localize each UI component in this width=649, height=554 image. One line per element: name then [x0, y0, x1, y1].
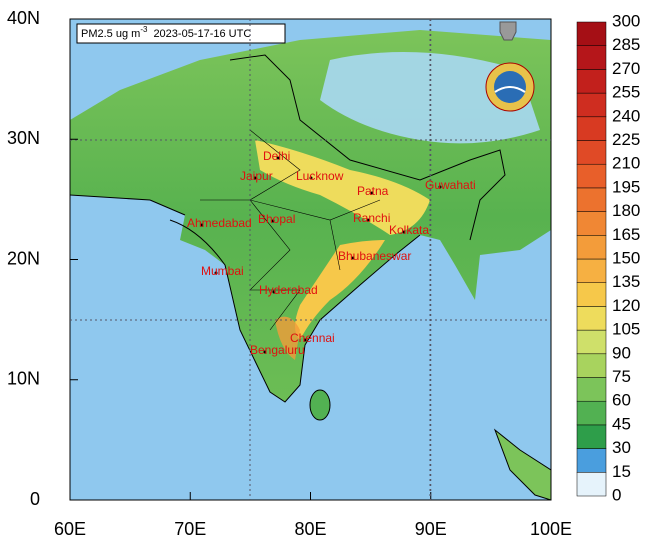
colorbar-label: 180 [612, 201, 640, 220]
x-tick-label: 90E [415, 519, 447, 539]
colorbar-swatch [576, 45, 607, 70]
city-label: Delhi [263, 149, 290, 163]
city-dot [214, 271, 218, 275]
title-quantity: PM2.5 ug m [81, 28, 140, 40]
city-label: Hyderabad [259, 283, 318, 297]
city-label: Jaipur [240, 169, 273, 183]
colorbar-label: 150 [612, 248, 640, 267]
colorbar-swatch [576, 282, 607, 307]
x-tick-label: 70E [174, 519, 206, 539]
logo [485, 21, 535, 112]
colorbar-swatch [576, 69, 607, 94]
colorbar-swatch [576, 211, 607, 236]
colorbar-swatch [576, 163, 607, 189]
city-label: Bhubaneswar [338, 249, 411, 263]
x-tick-label: 80E [294, 519, 326, 539]
colorbar-label: 75 [612, 367, 631, 386]
city-dot [370, 191, 374, 195]
city-dot [351, 256, 355, 260]
x-tick-label: 60E [54, 519, 86, 539]
map-area [70, 19, 551, 500]
colorbar-label: 195 [612, 177, 640, 196]
coast-haze [275, 316, 300, 360]
city-dot [276, 156, 280, 160]
city-label: Ranchi [353, 211, 390, 225]
city-dot [200, 223, 204, 227]
colorbar-swatch [576, 400, 607, 426]
colorbar-label: 165 [612, 225, 640, 244]
city-label: Chennai [290, 331, 335, 345]
city-label: Mumbai [201, 264, 244, 278]
colorbar-label: 240 [612, 106, 640, 125]
y-tick-label: 30N [7, 128, 40, 148]
colorbar-label: 30 [612, 438, 631, 457]
city-label: Bengaluru [250, 343, 305, 357]
city-dot [402, 230, 406, 234]
city-dot [309, 176, 313, 180]
colorbar-label: 0 [612, 485, 621, 504]
colorbar-label: 60 [612, 391, 631, 410]
city-dot [303, 338, 307, 342]
colorbar-swatch [576, 235, 607, 260]
y-tick-label: 40N [7, 8, 40, 28]
colorbar-label: 45 [612, 414, 631, 433]
borders [70, 54, 506, 403]
sri-lanka [309, 389, 331, 421]
colorbar-swatch [576, 353, 607, 378]
city-label: Lucknow [296, 169, 344, 183]
state-borders [200, 129, 381, 331]
colorbar-label: 270 [612, 59, 640, 78]
colorbar-label: 255 [612, 83, 640, 102]
y-tick-label: 10N [7, 369, 40, 389]
colorbar-label: 225 [612, 130, 640, 149]
coast-haze [295, 240, 385, 340]
colorbar-label: 120 [612, 296, 640, 315]
colorbar-label: 105 [612, 320, 640, 339]
city-label: Guwahati [425, 178, 476, 192]
title: PM2.5 ug m-3 2023-05-17-16 UTC [81, 25, 251, 40]
colorbar-swatch [576, 377, 607, 402]
colorbar-swatch [576, 424, 607, 449]
colorbar-swatch [576, 140, 607, 165]
title-time: 2023-05-17-16 UTC [153, 28, 251, 40]
city-dot [253, 176, 257, 180]
colorbar-label: 300 [612, 11, 640, 30]
tibet [320, 52, 540, 144]
colorbar-swatch [576, 21, 607, 46]
city-label: Patna [357, 184, 389, 198]
title-box [76, 23, 286, 44]
city-label: Bhopal [258, 212, 295, 226]
colorbar-label: 210 [612, 154, 640, 173]
y-tick-label: 20N [7, 248, 40, 268]
city-label: Kolkata [389, 223, 429, 237]
colorbar-swatch [576, 116, 607, 141]
colorbar-swatch [576, 258, 607, 283]
city-dot [366, 218, 370, 222]
colorbar-label: 15 [612, 462, 631, 481]
city-dot [263, 350, 267, 354]
colorbar-swatch [576, 472, 607, 497]
colorbar-swatch [576, 187, 607, 212]
plain-haze [255, 140, 430, 235]
city-label: Ahmedabad [187, 216, 252, 230]
colorbar-swatch [576, 329, 607, 355]
city-dot [438, 185, 442, 189]
colorbar-label: 135 [612, 272, 640, 291]
colorbar-label: 285 [612, 35, 640, 54]
colorbar-swatch [576, 448, 607, 473]
city-dot [272, 290, 276, 294]
y-tick-label: 0 [30, 489, 40, 509]
title-exponent: -3 [140, 25, 148, 34]
colorbar-label: 90 [612, 343, 631, 362]
city-dot [271, 219, 275, 223]
colorbar-swatch [576, 306, 607, 331]
x-tick-label: 100E [530, 519, 572, 539]
colorbar-swatch [576, 92, 607, 118]
sumatra [493, 428, 551, 500]
